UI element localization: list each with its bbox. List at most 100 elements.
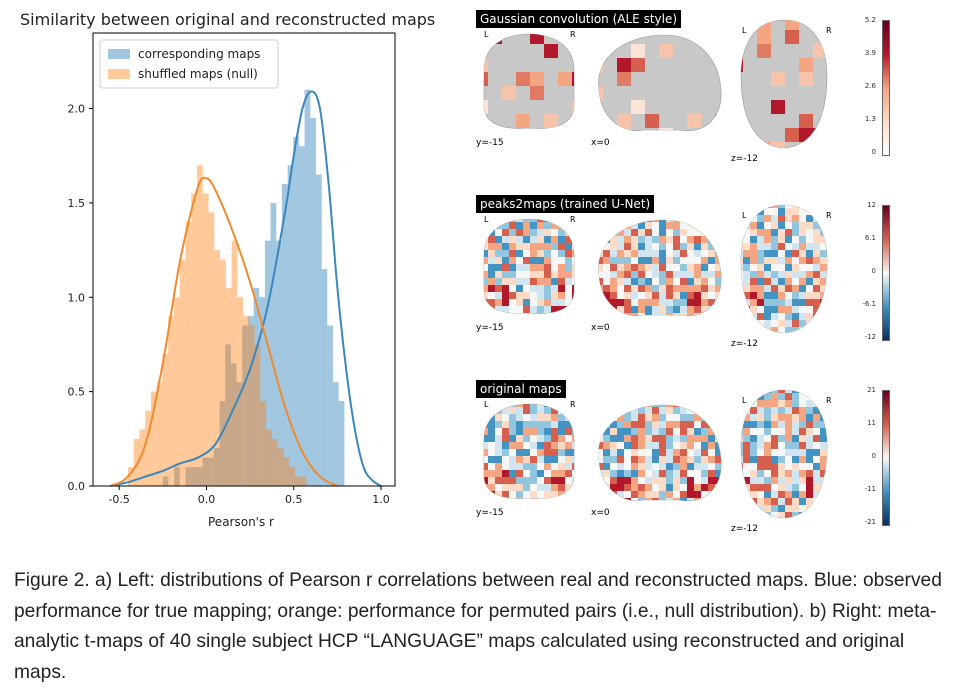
hemisphere-label: L	[484, 215, 489, 224]
hist-bar-corresponding	[242, 325, 248, 486]
colorbar-tick-label: 0	[871, 452, 876, 460]
brain-slice	[729, 16, 839, 156]
colorbar	[882, 205, 890, 341]
y-tick-label: 1.0	[68, 291, 86, 304]
hemisphere-label: R	[570, 400, 576, 409]
brain-slice	[589, 30, 729, 144]
colorbar-tick-label: 1.3	[864, 115, 876, 123]
hist-bar-corresponding	[315, 174, 322, 486]
hemisphere-label: L	[742, 211, 747, 220]
hist-bar-corresponding	[276, 240, 282, 486]
hist-bar-corresponding	[225, 344, 231, 486]
hist-bar-shuffled	[243, 316, 249, 486]
hemisphere-label: L	[742, 26, 747, 35]
hist-bar-shuffled	[220, 259, 226, 486]
y-tick-label: 0.0	[68, 480, 86, 493]
hist-bar-shuffled	[214, 250, 221, 486]
axes-frame	[92, 32, 396, 487]
slice-coordinate-label: x=0	[591, 323, 610, 333]
brain-slice	[589, 400, 729, 514]
slice-coordinate-label: z=-12	[731, 524, 758, 534]
hist-bar-corresponding	[264, 240, 271, 486]
hist-bar-corresponding	[208, 457, 214, 486]
hist-bar-shuffled	[156, 382, 163, 486]
slice-coordinate-label: z=-12	[731, 339, 758, 349]
plot-area: -0.5 0.0 0.5 1.0 0.0 0.5 1.0 1.5 2.0 correspondin…	[68, 32, 396, 506]
hist-bar-corresponding	[338, 401, 345, 486]
colorbar-tick-label: -21	[864, 518, 876, 526]
colorbar-tick-label: 21	[867, 386, 876, 394]
hist-bar-shuffled	[197, 165, 203, 486]
hist-bar-shuffled	[248, 325, 255, 486]
panel-title: peaks2maps (trained U-Net)	[476, 195, 655, 213]
colorbar-tick-label: 0	[871, 267, 876, 275]
hist-bar-corresponding	[298, 146, 305, 486]
hist-bar-corresponding	[202, 457, 209, 486]
colorbar-tick-label: 11	[867, 419, 876, 427]
hist-bar-shuffled	[202, 193, 209, 486]
colorbar-tick-label: -12	[864, 333, 876, 341]
legend-swatch	[108, 69, 130, 79]
hemisphere-label: L	[742, 396, 747, 405]
colorbar-tick-label: 6.1	[864, 234, 876, 242]
hist-bar-shuffled	[271, 438, 278, 486]
colorbar-tick-label: 0	[871, 148, 876, 156]
x-tick-label: 0.0	[198, 493, 216, 506]
y-tick-label: 1.5	[68, 197, 86, 210]
hist-bar-shuffled	[179, 259, 186, 486]
hist-bar-shuffled	[150, 391, 157, 486]
kde-line-corresponding	[110, 90, 382, 487]
x-tick-label: 1.0	[372, 493, 390, 506]
hist-bar-corresponding	[333, 382, 339, 486]
y-tick-label: 0.5	[68, 386, 86, 399]
hist-bar-shuffled	[266, 429, 272, 486]
hist-bar-shuffled	[168, 316, 174, 486]
brain-slice	[729, 386, 839, 526]
slice-coordinate-label: y=-15	[476, 323, 504, 333]
hist-bar-corresponding	[259, 297, 265, 486]
colorbar	[882, 390, 890, 526]
hemisphere-label: L	[484, 400, 489, 409]
hemisphere-label: R	[570, 30, 576, 39]
panel-title: Gaussian convolution (ALE style)	[476, 10, 682, 28]
hist-bar-shuffled	[289, 467, 295, 486]
hemisphere-label: R	[826, 211, 832, 220]
hist-bar-corresponding	[293, 136, 299, 486]
slice-coordinate-label: z=-12	[731, 154, 758, 164]
hist-bar-corresponding	[321, 268, 328, 486]
hemisphere-label: R	[826, 26, 832, 35]
hist-bar-corresponding	[247, 316, 254, 486]
brain-panel: y=-15 x=0 z=-12 L R L R Gaussian convolution (A…	[470, 10, 890, 170]
slice-coordinate-label: x=0	[591, 138, 610, 148]
hist-bar-shuffled	[173, 297, 180, 486]
colorbar	[882, 20, 890, 156]
colorbar-tick-label: 3.9	[864, 49, 876, 57]
colorbar-tick-label: 2.6	[864, 82, 876, 90]
x-tick-label: -0.5	[108, 493, 129, 506]
legend-label: shuffled maps (null)	[138, 67, 258, 81]
hist-bar-shuffled	[277, 448, 284, 486]
hist-bar-corresponding	[196, 467, 203, 486]
hist-bar-corresponding	[174, 467, 180, 486]
slice-coordinate-label: x=0	[591, 508, 610, 518]
hemisphere-label: R	[826, 396, 832, 405]
hist-bar-shuffled	[294, 476, 301, 486]
x-tick-label: 0.5	[285, 493, 303, 506]
hist-bar-shuffled	[185, 221, 192, 486]
hist-bar-corresponding	[162, 476, 169, 486]
hist-bar-corresponding	[213, 448, 220, 486]
hist-bar-corresponding	[287, 165, 294, 486]
hist-bar-shuffled	[231, 240, 238, 486]
hist-bar-shuffled	[208, 212, 215, 486]
hist-bar-shuffled	[145, 410, 151, 486]
hist-bar-corresponding	[236, 382, 243, 486]
figure-caption: Figure 2. a) Left: distributions of Pear…	[14, 570, 942, 683]
slice-coordinate-label: y=-15	[476, 508, 504, 518]
legend-box	[99, 39, 279, 89]
legend-label: corresponding maps	[138, 47, 260, 61]
hist-bar-shuffled	[283, 457, 290, 486]
colorbar-tick-label: -6.1	[862, 300, 876, 308]
hist-bar-shuffled	[225, 287, 232, 486]
panel-title: original maps	[476, 380, 566, 398]
